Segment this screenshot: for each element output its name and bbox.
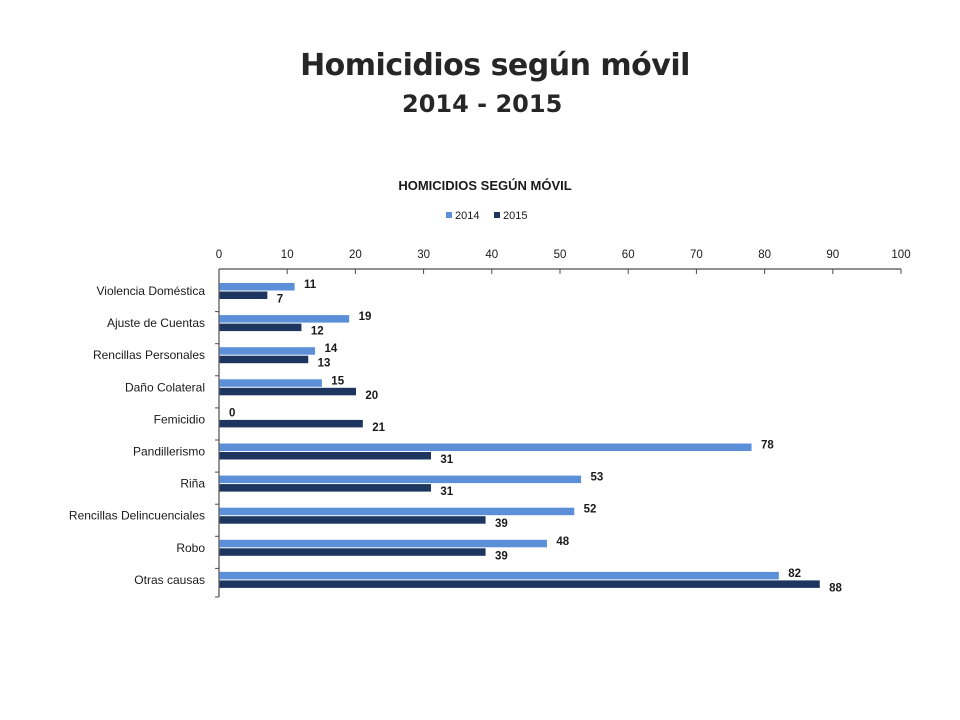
bar-2014 — [219, 475, 582, 484]
bar-2014 — [219, 571, 779, 580]
x-tick-label: 20 — [349, 249, 362, 261]
category-label: Riña — [180, 477, 205, 491]
category-label: Rencillas Delincuenciales — [69, 509, 205, 523]
x-tick-label: 80 — [758, 249, 771, 261]
bar-2014 — [219, 315, 350, 323]
bar-2014 — [219, 507, 575, 516]
data-label-2015: 39 — [495, 550, 508, 562]
data-label-2014: 48 — [556, 536, 569, 548]
x-tick-label: 50 — [554, 249, 567, 261]
data-label-2015: 21 — [372, 422, 385, 434]
bar-2015 — [219, 323, 302, 332]
bar-2015 — [219, 516, 486, 524]
legend-swatch-2014 — [446, 212, 452, 218]
bar-2015 — [219, 580, 820, 588]
x-tick-label: 100 — [891, 249, 910, 261]
bar-2015 — [219, 291, 268, 299]
bar-2014 — [219, 379, 322, 387]
category-label: Otras causas — [134, 573, 205, 587]
x-tick-label: 60 — [622, 249, 635, 261]
legend-label-2015: 2015 — [503, 210, 527, 222]
data-label-2015: 20 — [365, 390, 378, 402]
data-label-2015: 7 — [277, 294, 283, 306]
category-label: Robo — [176, 541, 205, 555]
bar-2015 — [219, 484, 432, 492]
x-tick-label: 0 — [216, 249, 222, 261]
x-tick-label: 10 — [281, 249, 294, 261]
legend-swatch-2015 — [494, 212, 500, 218]
category-label: Pandillerismo — [133, 445, 205, 459]
data-label-2015: 13 — [318, 358, 331, 370]
category-label: Rencillas Personales — [93, 348, 205, 362]
data-label-2014: 0 — [229, 407, 235, 419]
bar-2014 — [219, 443, 752, 451]
data-label-2014: 15 — [331, 375, 344, 387]
page-title: Homicidios según móvil — [300, 48, 690, 83]
bar-2015 — [219, 387, 356, 396]
x-tick-label: 90 — [826, 249, 839, 261]
bar-2015 — [219, 548, 486, 556]
data-label-2014: 82 — [788, 568, 801, 580]
chart-title: HOMICIDIOS SEGÚN MÓVIL — [398, 178, 571, 193]
data-label-2014: 11 — [304, 279, 317, 291]
x-tick-label: 70 — [690, 249, 703, 261]
data-label-2014: 53 — [590, 472, 603, 484]
category-label: Violencia Doméstica — [97, 284, 206, 298]
data-label-2014: 14 — [324, 343, 337, 355]
data-label-2015: 39 — [495, 518, 508, 530]
data-label-2014: 52 — [584, 504, 597, 516]
page-subtitle: 2014 - 2015 — [402, 90, 563, 118]
data-label-2014: 19 — [359, 311, 372, 323]
data-label-2015: 88 — [829, 582, 842, 594]
bar-2014 — [219, 283, 295, 291]
x-tick-label: 30 — [417, 249, 430, 261]
category-label: Daño Colateral — [125, 380, 205, 394]
data-label-2015: 31 — [440, 454, 453, 466]
bar-2015 — [219, 355, 309, 364]
bar-2014 — [219, 539, 547, 548]
data-label-2015: 12 — [311, 326, 324, 338]
legend-label-2014: 2014 — [455, 210, 479, 222]
data-label-2014: 78 — [761, 440, 774, 452]
category-label: Ajuste de Cuentas — [107, 316, 205, 330]
category-label: Femicidio — [154, 412, 206, 426]
data-label-2015: 31 — [440, 486, 453, 498]
bar-2015 — [219, 419, 363, 428]
bar-2014 — [219, 347, 316, 355]
bar-2015 — [219, 452, 432, 460]
x-tick-label: 40 — [485, 249, 498, 261]
